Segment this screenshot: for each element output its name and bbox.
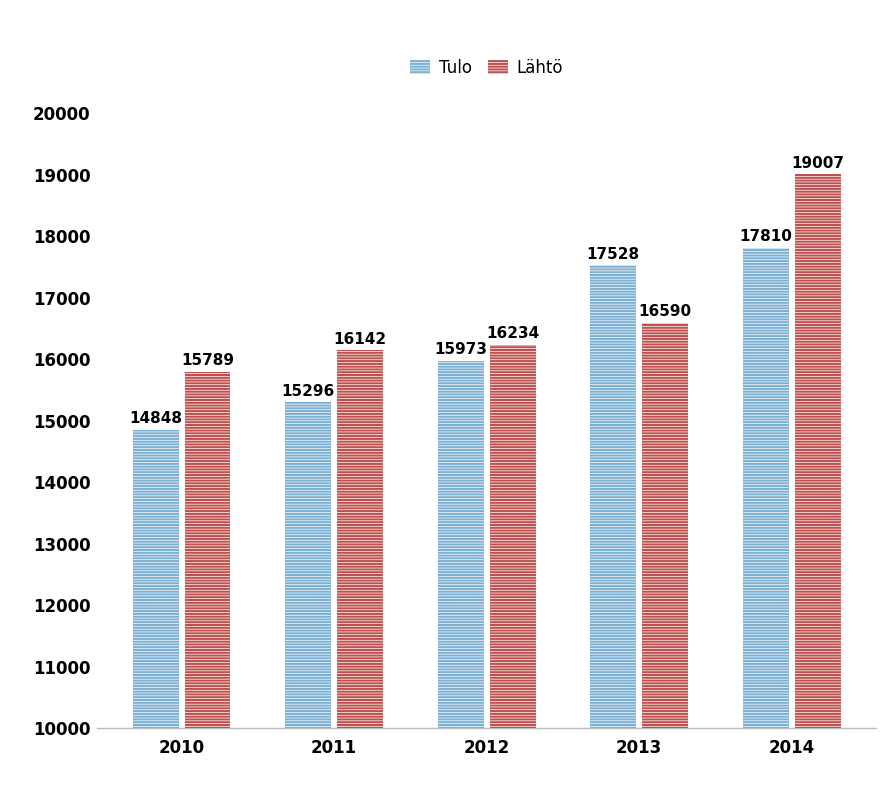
Text: 14848: 14848	[129, 411, 182, 426]
Bar	[642, 323, 688, 728]
Text: 16234: 16234	[486, 326, 539, 341]
Bar	[743, 248, 789, 728]
Text: 17810: 17810	[740, 229, 792, 244]
Text: 15973: 15973	[434, 342, 487, 357]
Text: 16142: 16142	[333, 332, 387, 347]
Bar	[795, 174, 840, 728]
Legend: Tulo, Lähtö: Tulo, Lähtö	[404, 52, 569, 84]
Bar	[184, 372, 231, 728]
Text: 15789: 15789	[181, 354, 234, 369]
Bar	[285, 403, 331, 728]
Bar	[133, 430, 178, 728]
Bar	[591, 266, 636, 728]
Text: 15296: 15296	[282, 384, 335, 399]
Bar	[337, 351, 383, 728]
Bar	[490, 345, 535, 728]
Bar	[437, 361, 484, 728]
Text: 17528: 17528	[587, 247, 640, 262]
Text: 16590: 16590	[639, 304, 691, 319]
Text: 19007: 19007	[791, 155, 845, 170]
